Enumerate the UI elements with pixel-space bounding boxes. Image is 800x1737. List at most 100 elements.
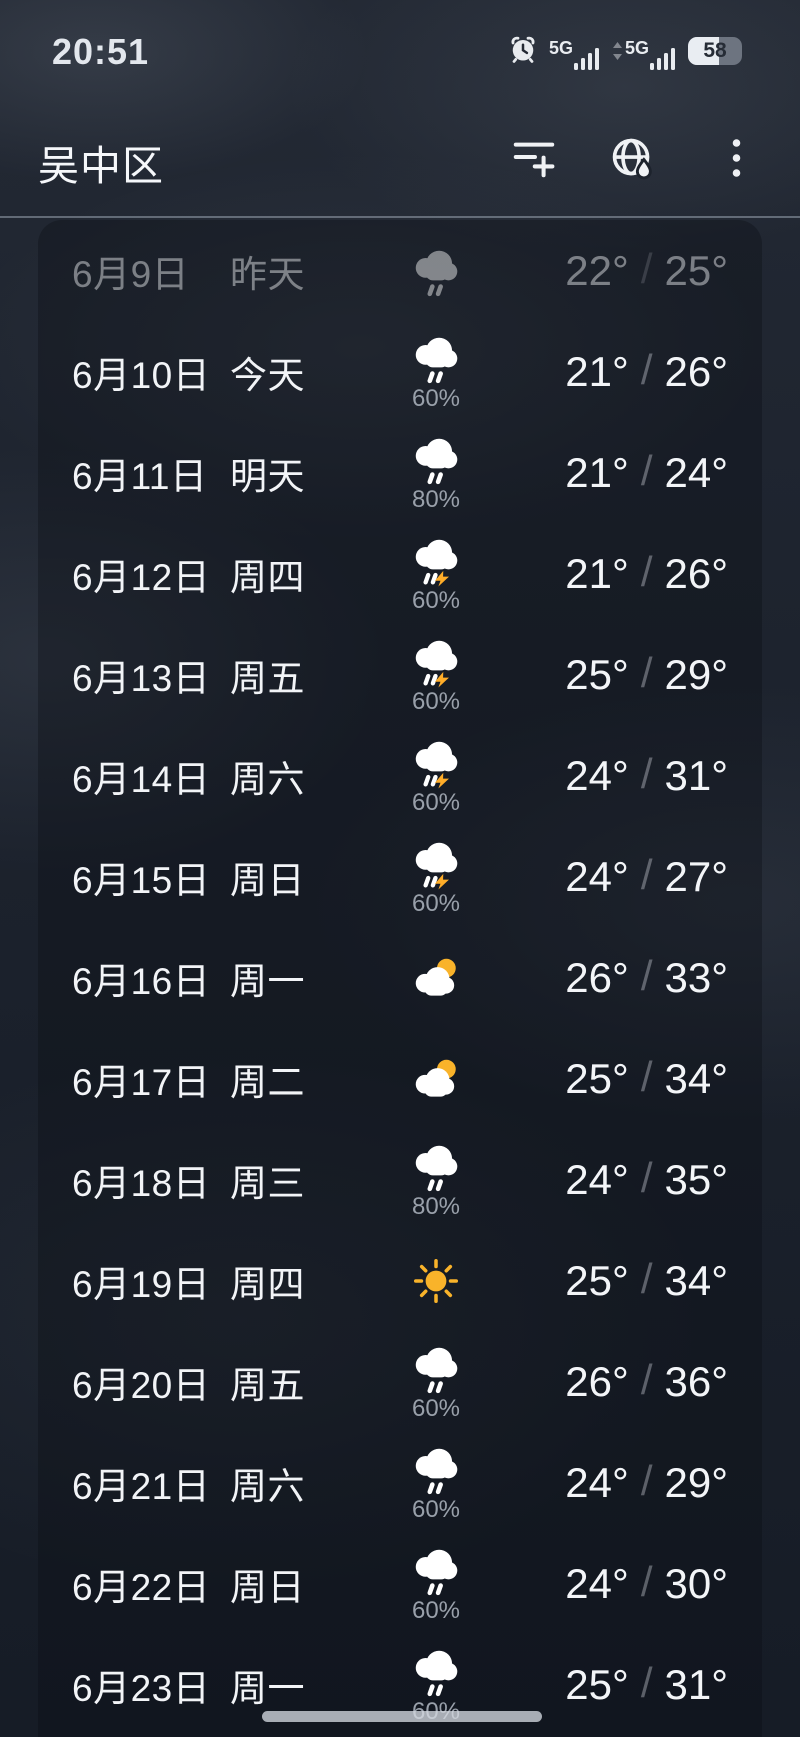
forecast-date: 6月18日	[72, 1162, 211, 1204]
precip-probability: 60%	[411, 687, 461, 715]
status-time: 20:51	[52, 31, 150, 72]
forecast-date: 6月14日	[72, 758, 211, 800]
signal-bars-icon	[573, 48, 599, 70]
forecast-date: 6月15日	[72, 859, 211, 901]
forecast-date: 6月13日	[72, 657, 211, 699]
rain-icon	[409, 432, 463, 486]
forecast-row[interactable]: 6月21日 周六 60% 24° / 29°	[38, 1432, 762, 1533]
network-type-sim2: 5G	[624, 38, 649, 58]
temp-high: 27°	[664, 852, 728, 900]
temp-low: 21°	[565, 347, 629, 395]
temp-high: 25°	[664, 246, 728, 294]
temp-separator: /	[640, 1254, 653, 1302]
forecast-day: 周日	[230, 859, 305, 901]
forecast-row[interactable]: 6月12日 周四 60% 21° / 26°	[38, 523, 762, 624]
forecast-row[interactable]: 6月19日 周四 25° / 34°	[38, 1230, 762, 1331]
precip-probability: 80%	[411, 1192, 461, 1220]
temperature-range: 25° / 29°	[565, 624, 728, 725]
signal-sim2: 5G	[612, 38, 677, 70]
forecast-row[interactable]: 6月20日 周五 60% 26° / 36°	[38, 1331, 762, 1432]
more-options-button[interactable]	[712, 134, 760, 182]
temperature-range: 24° / 30°	[565, 1533, 728, 1634]
add-city-button[interactable]	[510, 134, 558, 182]
forecast-row[interactable]: 6月10日 今天 60% 21° / 26°	[38, 321, 762, 422]
forecast-row[interactable]: 6月22日 周日 60% 24° / 30°	[38, 1533, 762, 1634]
forecast-card: 6月9日 昨天 22° / 25° 6月10日 今天 60% 21° / 26°…	[38, 220, 762, 1737]
forecast-date: 6月22日	[72, 1566, 211, 1608]
rain-icon	[409, 1644, 463, 1698]
temp-low: 24°	[565, 1559, 629, 1607]
rain-icon	[409, 331, 463, 385]
globe-button[interactable]	[608, 134, 656, 182]
battery-indicator: 58	[688, 37, 742, 65]
forecast-date: 6月9日	[72, 253, 190, 295]
forecast-day: 周六	[230, 1465, 305, 1507]
temp-separator: /	[640, 951, 653, 999]
forecast-day: 昨天	[230, 253, 305, 295]
partly-cloudy-icon	[409, 1052, 463, 1106]
temperature-range: 25° / 34°	[565, 1230, 728, 1331]
battery-percent: 58	[703, 39, 727, 62]
temp-separator: /	[640, 749, 653, 797]
temp-low: 25°	[565, 1256, 629, 1304]
forecast-day: 周一	[230, 1667, 305, 1709]
forecast-row[interactable]: 6月23日 周一 60% 25° / 31°	[38, 1634, 762, 1735]
forecast-row[interactable]: 6月18日 周三 80% 24° / 35°	[38, 1129, 762, 1230]
forecast-day: 周五	[230, 1364, 305, 1406]
temp-high: 24°	[664, 448, 728, 496]
forecast-row[interactable]: 6月11日 明天 80% 21° / 24°	[38, 422, 762, 523]
temp-separator: /	[640, 1456, 653, 1504]
precip-probability: 60%	[411, 1596, 461, 1624]
temp-low: 24°	[565, 852, 629, 900]
temperature-range: 22° / 25°	[565, 220, 728, 321]
forecast-date: 6月21日	[72, 1465, 211, 1507]
forecast-day: 明天	[230, 455, 305, 497]
header: 吴中区	[0, 118, 800, 202]
forecast-row[interactable]: 6月15日 周日 60% 24° / 27°	[38, 826, 762, 927]
forecast-row[interactable]: 6月13日 周五 60% 25° / 29°	[38, 624, 762, 725]
forecast-day: 周二	[230, 1061, 305, 1103]
temp-low: 21°	[565, 549, 629, 597]
thunderstorm-icon	[409, 634, 463, 688]
temp-high: 33°	[664, 953, 728, 1001]
temperature-range: 26° / 33°	[565, 927, 728, 1028]
temp-low: 24°	[565, 1458, 629, 1506]
temp-low: 21°	[565, 448, 629, 496]
forecast-row[interactable]: 6月17日 周二 25° / 34°	[38, 1028, 762, 1129]
status-bar: 20:51 5G	[0, 0, 800, 80]
temperature-range: 24° / 31°	[565, 725, 728, 826]
temp-high: 29°	[664, 650, 728, 698]
forecast-date: 6月20日	[72, 1364, 211, 1406]
forecast-date: 6月12日	[72, 556, 211, 598]
forecast-day: 周五	[230, 657, 305, 699]
forecast-date: 6月10日	[72, 354, 211, 396]
forecast-day: 周三	[230, 1162, 305, 1204]
temp-separator: /	[640, 1153, 653, 1201]
header-divider	[0, 216, 800, 218]
forecast-row[interactable]: 6月16日 周一 26° / 33°	[38, 927, 762, 1028]
rain-icon	[409, 1543, 463, 1597]
temperature-range: 24° / 27°	[565, 826, 728, 927]
temp-high: 26°	[664, 347, 728, 395]
temp-low: 25°	[565, 650, 629, 698]
temp-high: 34°	[664, 1054, 728, 1102]
rain-icon	[409, 1341, 463, 1395]
forecast-date: 6月16日	[72, 960, 211, 1002]
rain-icon	[409, 1442, 463, 1496]
gesture-navigation-pill[interactable]	[262, 1711, 542, 1722]
thunderstorm-icon	[409, 735, 463, 789]
alarm-icon	[508, 34, 538, 69]
temp-high: 30°	[664, 1559, 728, 1607]
signal-sim1: 5G	[549, 39, 601, 70]
temp-low: 22°	[565, 246, 629, 294]
temperature-range: 21° / 24°	[565, 422, 728, 523]
temp-separator: /	[640, 850, 653, 898]
temperature-range: 26° / 36°	[565, 1331, 728, 1432]
forecast-row[interactable]: 6月14日 周六 60% 24° / 31°	[38, 725, 762, 826]
forecast-day: 周四	[230, 1263, 305, 1305]
status-icons: 5G 5G	[508, 30, 742, 72]
temp-high: 29°	[664, 1458, 728, 1506]
forecast-row[interactable]: 6月9日 昨天 22° / 25°	[38, 220, 762, 321]
add-list-icon	[513, 142, 555, 178]
precip-probability: 60%	[411, 788, 461, 816]
